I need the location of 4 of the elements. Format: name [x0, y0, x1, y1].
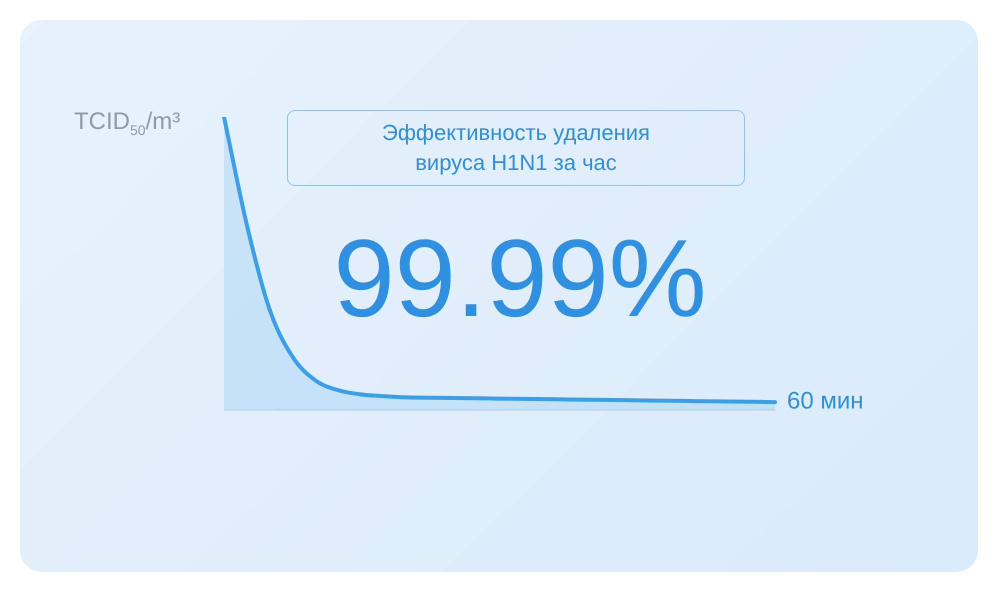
- annotation: Эффективность удаления вируса H1N1 за час: [287, 110, 745, 186]
- x-axis-title: 60 мин: [787, 388, 864, 415]
- y-axis-title: TCID$_{50}$/m³: [74, 108, 180, 138]
- annotation: 99.99%: [332, 216, 708, 342]
